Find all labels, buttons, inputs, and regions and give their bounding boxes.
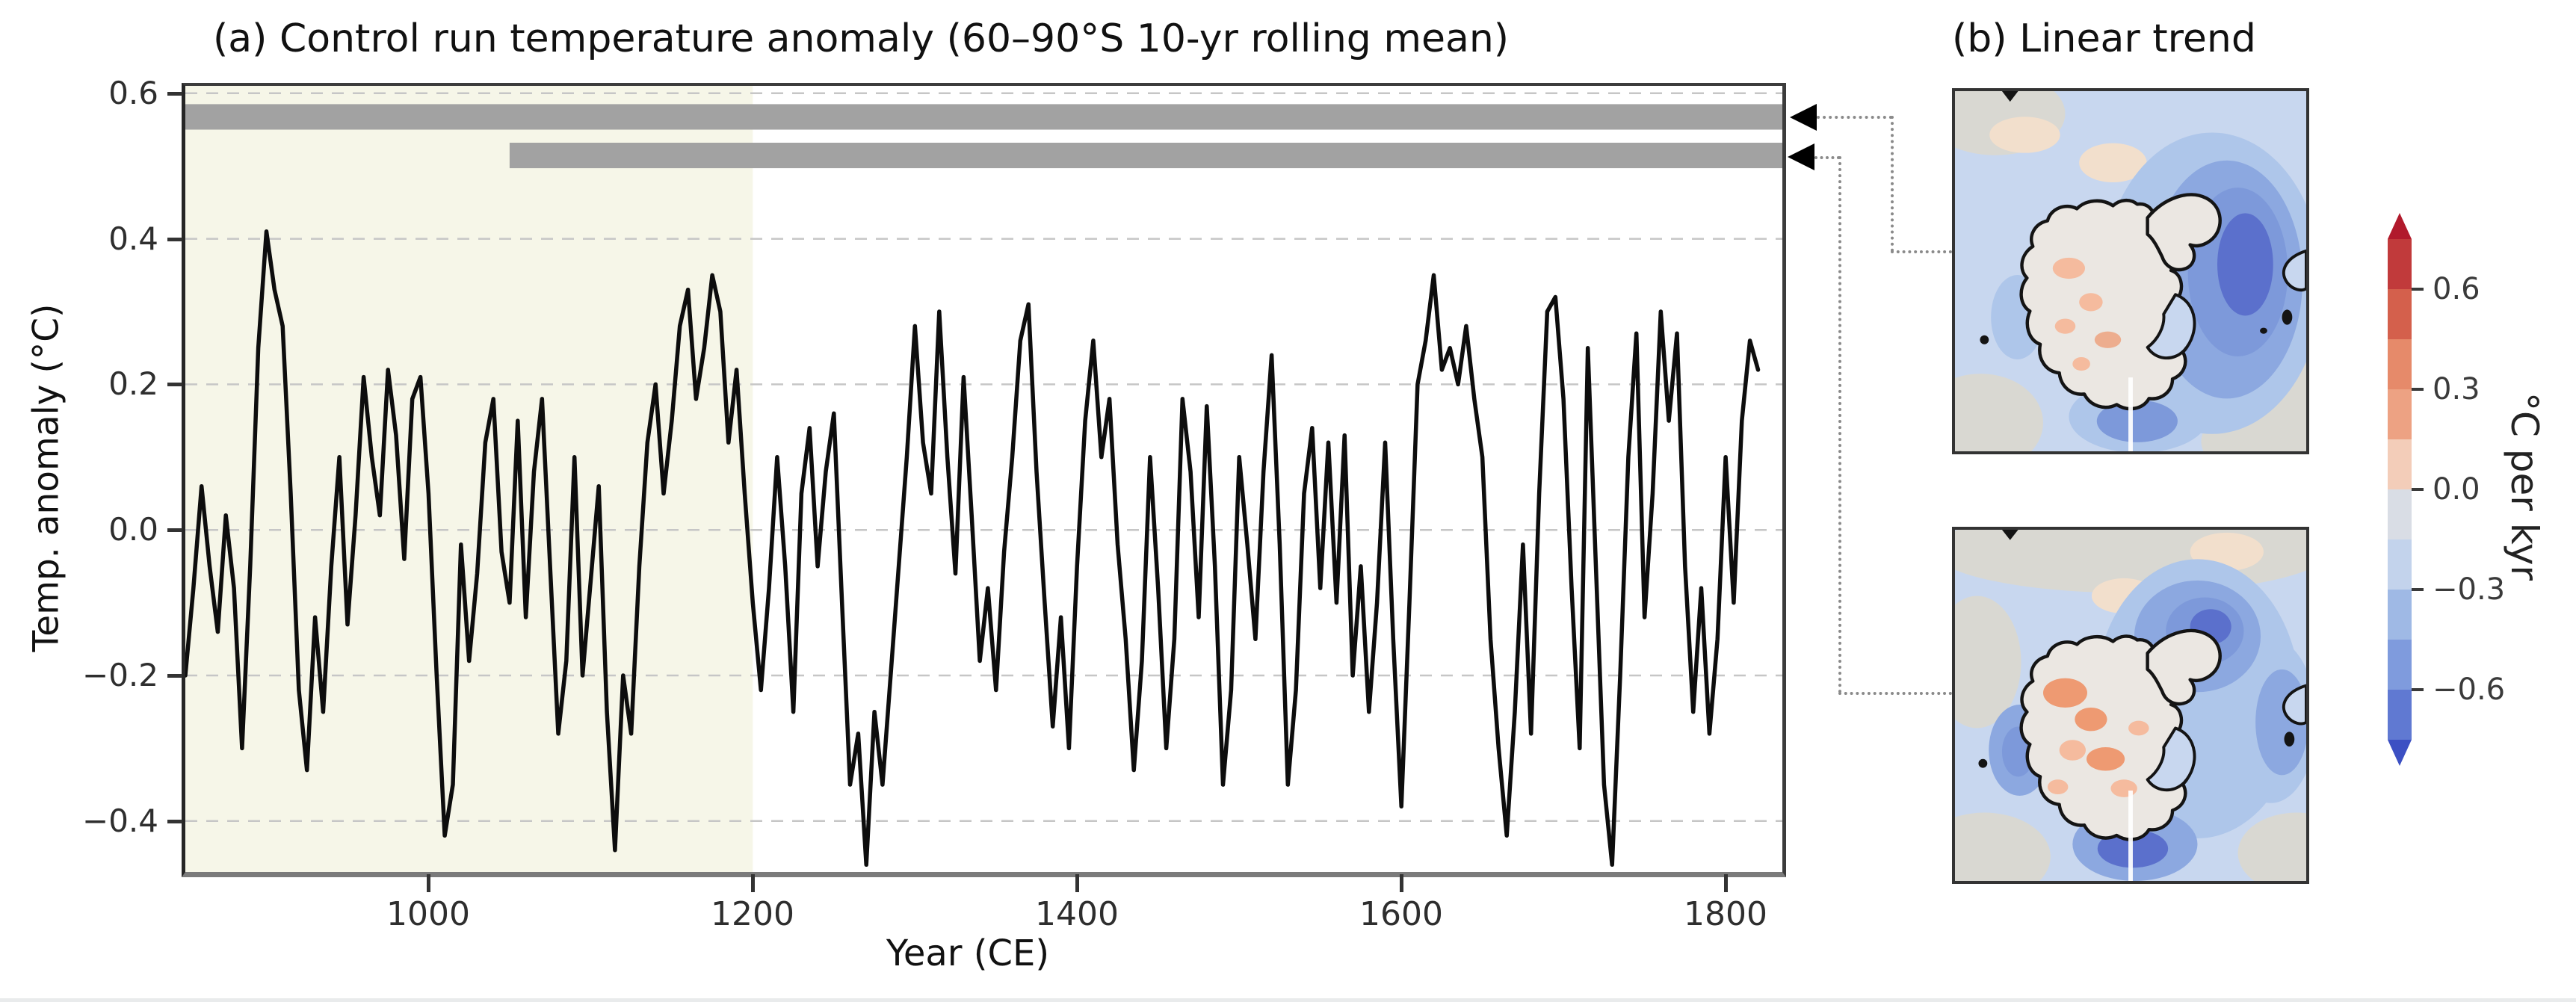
tick-label: 1000 [386,895,470,933]
tick-label: −0.6 [2433,672,2506,707]
tick-label: 0.4 [108,220,158,257]
tick-label: 0.0 [2433,472,2480,507]
tick-mark [1724,874,1728,892]
tick-mark [2412,388,2424,391]
tick-label: −0.3 [2433,572,2506,607]
tick-mark [2412,488,2424,491]
panel-b-title: (b) Linear trend [1952,16,2256,61]
window-edge [0,998,2576,1002]
connector-line [1891,250,1952,253]
tick-mark [167,820,182,823]
tick-mark [167,383,182,386]
tick-label: 1400 [1035,895,1119,933]
timeseries-plot-area [182,83,1786,877]
tick-label: 0.6 [108,75,158,111]
tick-mark [167,674,182,678]
tick-label: 1200 [711,895,794,933]
tick-label: 0.0 [108,511,158,548]
colorbar-body [2388,239,2412,740]
colorbar-segment [2388,239,2412,289]
tick-mark [2412,288,2424,291]
colorbar-segment [2388,489,2412,539]
colorbar-segment [2388,339,2412,389]
tick-mark [1400,874,1403,892]
colorbar-unit-label: °C per kyr [2503,392,2546,581]
tick-mark [2412,588,2424,591]
connector-line [1817,116,1892,119]
trend-map-late-period [1952,527,2309,884]
connector-line [1891,116,1894,252]
arrow-left-icon [1788,143,1814,170]
tick-mark [167,238,182,241]
tick-mark [427,874,430,892]
colorbar-segment [2388,640,2412,690]
colorbar-top-arrow-icon [2388,213,2412,239]
tick-label: 0.6 [2433,272,2480,306]
timeseries-line-chart [185,86,1782,872]
tick-label: 0.3 [2433,372,2480,406]
tick-mark [167,528,182,532]
arrow-left-icon [1790,104,1817,131]
tick-mark [2412,688,2424,691]
colorbar-segment [2388,439,2412,489]
tick-label: −0.2 [82,657,158,693]
x-axis-label: Year (CE) [886,933,1050,974]
colorbar-segment [2388,289,2412,339]
colorbar [2388,213,2412,766]
connector-line [1814,156,1840,159]
y-axis-label: Temp. anomaly (°C) [25,303,67,652]
trend-map-full-period [1952,88,2309,454]
connector-line [1838,692,1952,695]
tick-mark [751,874,755,892]
panel-a-title: (a) Control run temperature anomaly (60–… [213,16,1510,61]
colorbar-segment [2388,539,2412,590]
colorbar-segment [2388,690,2412,740]
tick-label: 0.2 [108,365,158,402]
colorbar-segment [2388,389,2412,439]
tick-label: 1800 [1684,895,1767,933]
connector-line [1838,156,1841,693]
tick-mark [1075,874,1079,892]
colorbar-bottom-arrow-icon [2388,740,2412,766]
tick-label: 1600 [1359,895,1443,933]
tick-mark [167,92,182,96]
tick-label: −0.4 [82,802,158,839]
colorbar-segment [2388,590,2412,640]
